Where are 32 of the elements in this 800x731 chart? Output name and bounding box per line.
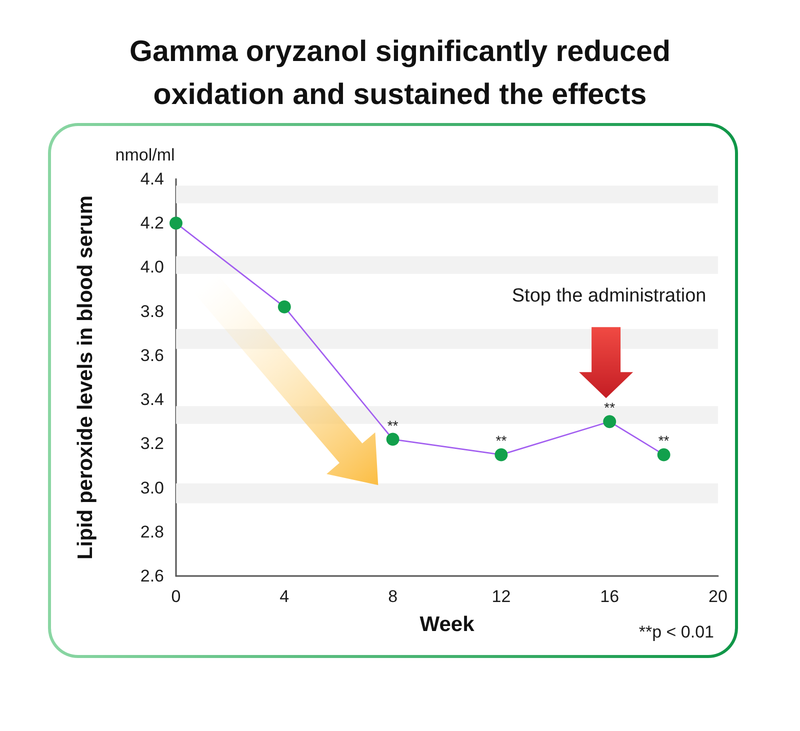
annotation: ** [658, 432, 670, 449]
annotation: Stop the administration [512, 286, 706, 307]
annotation: ** [604, 400, 616, 416]
point [657, 448, 670, 462]
point [278, 300, 291, 314]
x-axis-title: Week [420, 613, 475, 636]
x-tick-label: 4 [280, 587, 290, 606]
y-tick-label: 4.4 [140, 170, 164, 188]
y-tick-label: 4.0 [140, 258, 164, 277]
y-tick-label: 3.6 [140, 346, 164, 365]
x-tick-label: 8 [388, 587, 398, 606]
x-tick-label: 16 [600, 587, 620, 606]
x-tick-label: 0 [171, 587, 181, 606]
y-tick-label: 2.6 [140, 566, 164, 586]
point [494, 448, 508, 462]
y-tick-label: 2.8 [140, 522, 164, 542]
y-tick-label: 3.8 [140, 302, 164, 321]
x-tick-label: 12 [492, 587, 511, 606]
y-tick-label: 3.0 [140, 478, 164, 498]
text: nmol/ml [115, 146, 175, 164]
y-tick-label: 4.2 [140, 214, 164, 233]
point [170, 216, 182, 230]
y-tick-label: 3.4 [140, 390, 164, 410]
y-axis-title: Lipid peroxide levels in blood serum [74, 195, 97, 560]
point [603, 415, 616, 428]
point [386, 432, 400, 446]
x-tick-label: 20 [708, 587, 728, 606]
text: **p < 0.01 [638, 622, 714, 642]
y-tick-label: 3.2 [140, 434, 164, 454]
annotation: ** [496, 432, 508, 449]
annotation: ** [387, 417, 399, 434]
chart-title: Gamma oryzanol significantly reduced oxidation and sustained the effects [128, 34, 672, 113]
